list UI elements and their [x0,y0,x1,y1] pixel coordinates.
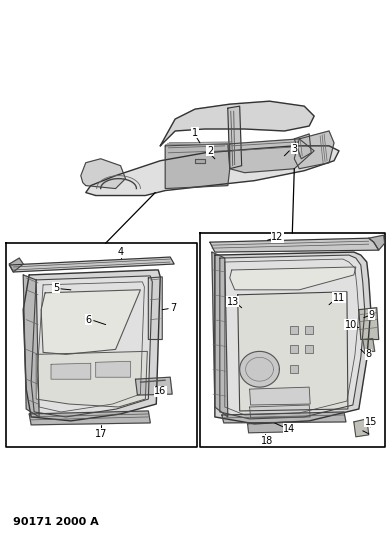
Text: 5: 5 [53,283,59,293]
Polygon shape [23,275,39,417]
Polygon shape [230,139,314,173]
Polygon shape [81,159,126,189]
Bar [305,345,313,353]
Polygon shape [23,270,160,421]
Polygon shape [51,364,91,379]
Polygon shape [215,252,371,424]
Polygon shape [369,235,385,250]
Polygon shape [249,405,310,418]
Polygon shape [160,101,314,146]
Polygon shape [222,412,346,423]
Text: 12: 12 [271,232,283,242]
Polygon shape [220,255,365,419]
Text: 1: 1 [192,128,198,138]
Polygon shape [36,351,147,407]
Text: 17: 17 [95,429,107,439]
Polygon shape [249,387,310,405]
Polygon shape [135,377,172,395]
Polygon shape [148,277,162,340]
Text: 9: 9 [369,310,375,320]
Bar [305,326,313,334]
Polygon shape [238,292,348,411]
Polygon shape [248,422,291,433]
Text: 7: 7 [170,303,176,313]
Polygon shape [31,276,152,417]
Polygon shape [9,258,23,272]
Text: 3: 3 [291,144,298,154]
Text: 8: 8 [366,349,372,359]
Polygon shape [228,106,242,169]
Polygon shape [86,146,339,196]
Polygon shape [165,144,230,189]
Text: 16: 16 [154,386,167,396]
Text: 10: 10 [345,320,357,329]
Polygon shape [230,267,356,290]
Polygon shape [240,351,280,387]
Text: 15: 15 [364,417,377,427]
Polygon shape [363,338,375,351]
Polygon shape [29,411,150,425]
Polygon shape [294,131,334,169]
Text: 6: 6 [86,314,92,325]
Text: 4: 4 [117,247,124,257]
Polygon shape [354,419,369,437]
Text: 90171 2000 A: 90171 2000 A [13,517,99,527]
Polygon shape [9,257,174,272]
Bar [291,326,298,334]
Polygon shape [210,238,379,252]
Text: 13: 13 [227,297,239,307]
Polygon shape [96,361,131,377]
Bar [291,345,298,353]
Polygon shape [41,290,140,354]
Text: 18: 18 [261,436,274,446]
Polygon shape [359,308,379,340]
Polygon shape [294,134,311,159]
Text: 11: 11 [333,293,345,303]
Polygon shape [195,159,205,163]
Text: 14: 14 [283,424,296,434]
Bar [291,365,298,373]
Text: 2: 2 [207,146,213,156]
Polygon shape [212,252,228,417]
